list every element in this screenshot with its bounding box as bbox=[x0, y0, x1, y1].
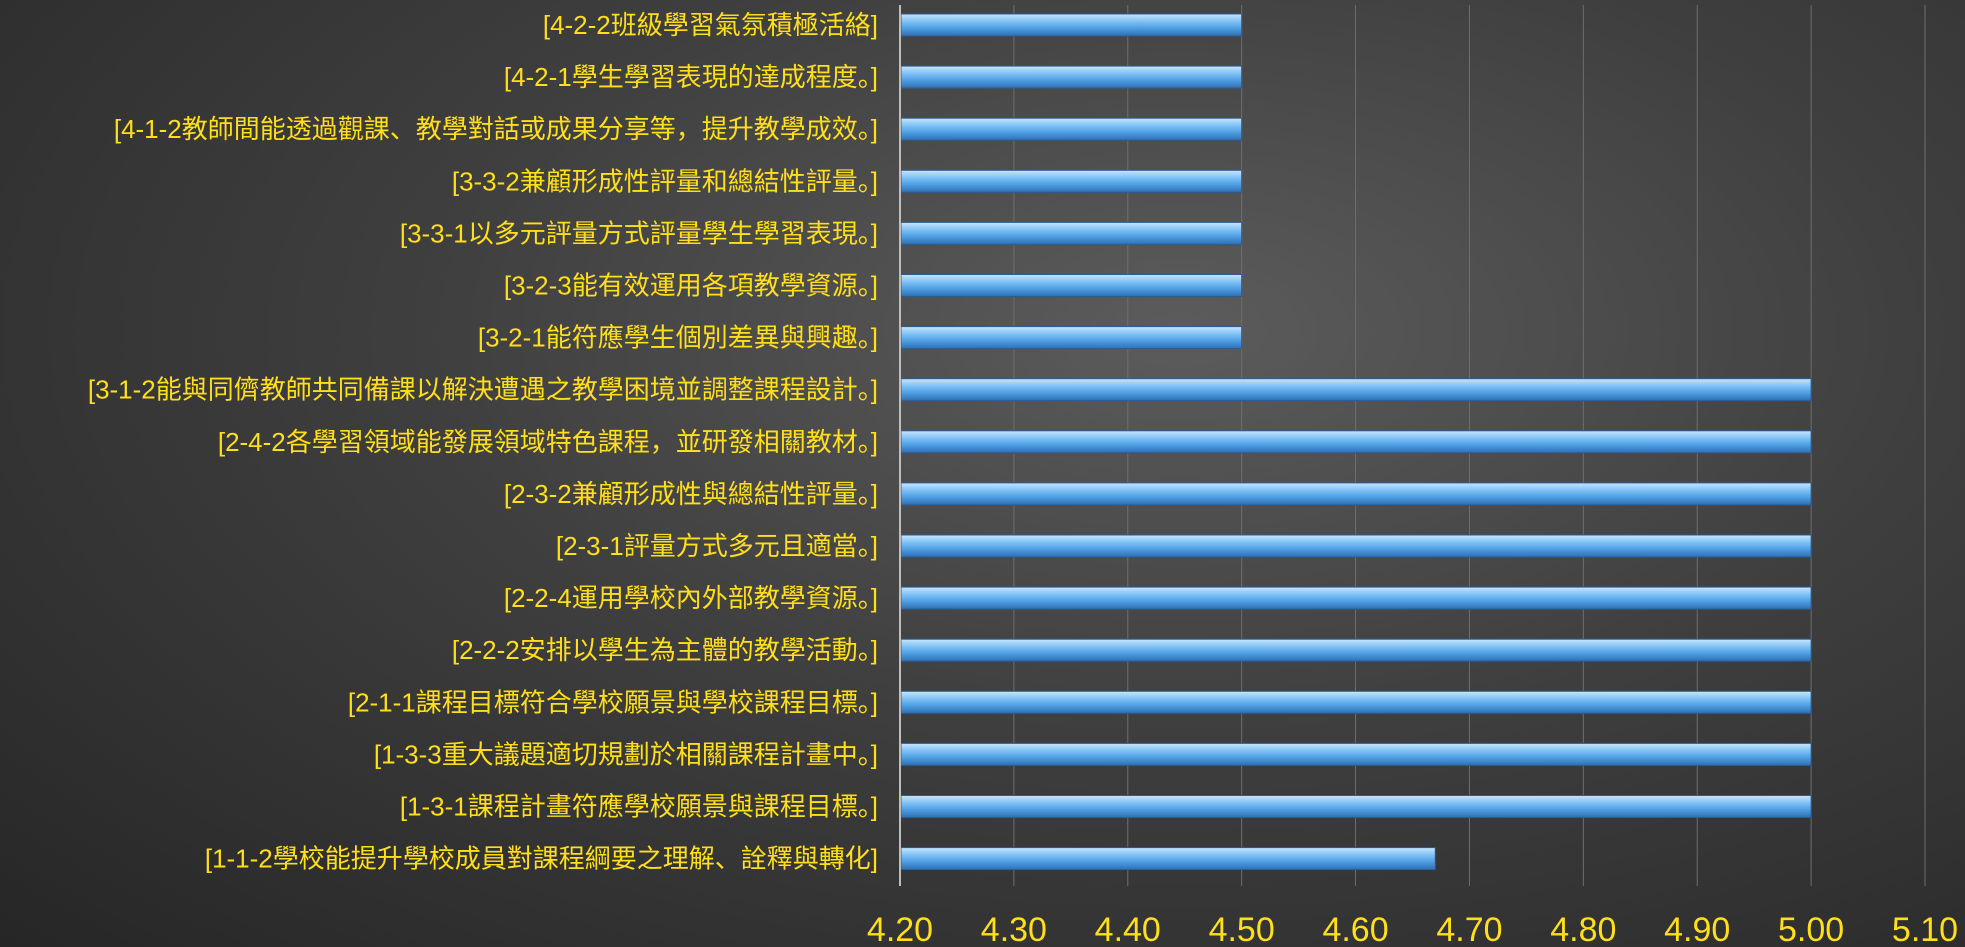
category-label: [4-1-2教師間能透過觀課、教學對話或成果分享等，提升教學成效。] bbox=[114, 114, 878, 144]
bar bbox=[900, 690, 1812, 714]
category-label: [3-1-2能與同儕教師共同備課以解決遭遇之教學困境並調整課程設計。] bbox=[88, 375, 878, 405]
category-label: [2-3-1評量方式多元且適當。] bbox=[556, 531, 878, 561]
x-tick-label: 4.60 bbox=[1322, 911, 1388, 947]
category-labels: [4-2-2班級學習氣氛積極活絡] [4-2-1學生學習表現的達成程度。] [4-1… bbox=[88, 10, 878, 874]
x-tick-label: 4.40 bbox=[1095, 911, 1161, 947]
bar bbox=[900, 534, 1812, 558]
category-label: [2-2-2安排以學生為主體的教學活動。] bbox=[452, 635, 878, 665]
category-label: [2-1-1課程目標符合學校願景與學校課程目標。] bbox=[348, 687, 878, 717]
bar bbox=[900, 742, 1812, 766]
category-label: [1-3-3重大議題適切規劃於相關課程計畫中。] bbox=[374, 739, 878, 769]
x-tick-label: 4.90 bbox=[1664, 911, 1730, 947]
category-label: [2-2-4運用學校內外部教學資源。] bbox=[504, 583, 878, 613]
category-label: [3-2-3能有效運用各項教學資源。] bbox=[504, 271, 878, 301]
category-label: [4-2-1學生學習表現的達成程度。] bbox=[504, 62, 878, 92]
bar bbox=[900, 13, 1243, 37]
bar bbox=[900, 378, 1812, 402]
x-tick-label: 5.00 bbox=[1778, 911, 1844, 947]
category-label: [2-3-2兼顧形成性與總結性評量。] bbox=[504, 479, 878, 509]
x-tick-label: 4.80 bbox=[1550, 911, 1616, 947]
x-tick-label: 4.30 bbox=[981, 911, 1047, 947]
bar bbox=[900, 221, 1243, 245]
bar bbox=[900, 795, 1812, 818]
category-label: [3-3-2兼顧形成性評量和總結性評量。] bbox=[452, 166, 878, 196]
x-tick-label: 5.10 bbox=[1892, 911, 1958, 947]
bar bbox=[900, 274, 1243, 297]
bar bbox=[900, 117, 1243, 141]
category-label: [4-2-2班級學習氣氛積極活絡] bbox=[543, 10, 878, 40]
bar bbox=[900, 326, 1243, 350]
bar bbox=[900, 430, 1812, 454]
bar bbox=[900, 482, 1812, 506]
x-tick-label: 4.20 bbox=[867, 911, 933, 947]
x-tick-label: 4.70 bbox=[1436, 911, 1502, 947]
bar bbox=[900, 65, 1243, 89]
bar bbox=[900, 169, 1243, 193]
x-tick-labels: 4.20 4.30 4.40 4.50 4.60 4.70 4.80 4.90 5.00 5.10 bbox=[867, 911, 1958, 947]
bar bbox=[900, 586, 1812, 610]
category-label: [3-2-1能符應學生個別差異與興趣。] bbox=[478, 323, 878, 353]
x-tick-label: 4.50 bbox=[1209, 911, 1275, 947]
bar bbox=[900, 847, 1436, 871]
bar bbox=[900, 638, 1812, 662]
category-label: [1-1-2學校能提升學校成員對課程綱要之理解、詮釋與轉化] bbox=[205, 844, 878, 874]
category-label: [3-3-1以多元評量方式評量學生學習表現。] bbox=[400, 218, 878, 248]
category-label: [1-3-1課程計畫符應學校願景與課程目標。] bbox=[400, 792, 878, 822]
category-label: [2-4-2各學習領域能發展領域特色課程，並研發相關教材。] bbox=[218, 427, 878, 457]
